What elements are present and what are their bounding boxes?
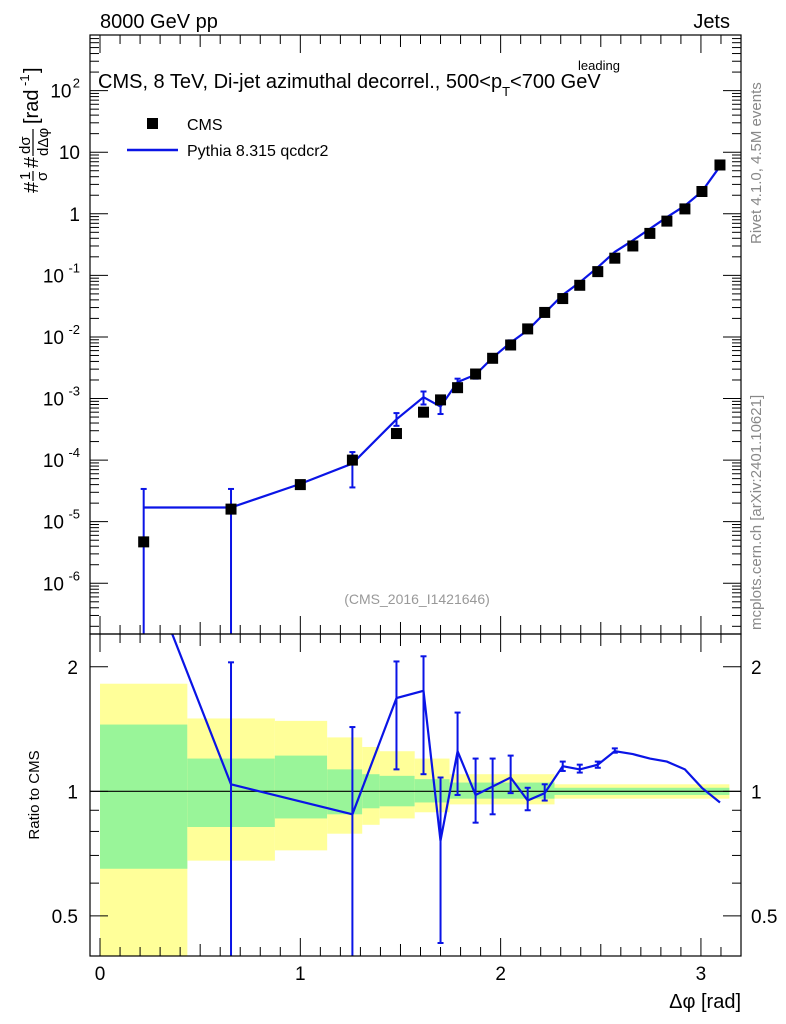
ratio-plot-frame [89,633,742,957]
legend-label-data: CMS [187,117,223,134]
band-inner-0 [100,724,188,869]
mcplots-label: mcplots.cern.ch [arXiv:2401.10621] [748,395,765,630]
svg-text:#: # [21,181,43,193]
svg-text:σ: σ [34,171,51,181]
plot-title-superscript: leading [578,58,620,73]
svg-text:dσ: dσ [17,136,34,154]
data-point [592,266,604,278]
legend-label-mc: Pythia 8.315 qcdcr2 [187,143,329,160]
ratio-ytick-label-left: 2 [67,658,78,679]
legend-marker-data [147,118,158,129]
ratio-xtick-label: 0 [95,964,106,985]
main-ytick-label-exp: 2 [73,76,80,91]
data-point [609,252,621,264]
ratio-ytick-label-left: 1 [67,782,78,803]
data-point [470,368,482,380]
data-point [418,406,430,418]
ratio-ytick-label-right: 2 [751,658,762,679]
x-axis-label: Δφ [rad] [669,991,741,1013]
main-ytick-label-exp: -1 [68,260,80,275]
main-y-axis-label: # 1 σ # dσ dΔφ [rad -1 ] [17,67,52,193]
data-point [522,323,534,335]
ratio-xtick-label: 2 [495,964,506,985]
main-ytick-label-base: 10 [50,82,71,103]
data-point [487,352,499,364]
band-inner-2 [274,755,328,819]
data-point [696,186,708,198]
data-point [679,203,691,215]
data-point [714,159,726,171]
ratio-ytick-label-right: 0.5 [751,907,777,928]
ratio-y-axis-label: Ratio to CMS [26,750,43,839]
main-ytick-label-base: 10 [43,390,64,411]
data-point [557,293,569,305]
data-point [505,339,517,351]
data-point [435,394,447,406]
mc-series-line [143,165,721,509]
data-point [346,454,358,466]
main-ytick-label-base: 10 [43,574,64,595]
ratio-xtick-label: 1 [295,964,306,985]
svg-text:]: ] [21,67,43,73]
data-point [294,479,306,491]
main-ytick-label-exp: -2 [68,322,80,337]
ratio-bands [100,683,730,956]
main-ytick-label-base: 10 [43,451,64,472]
main-ytick-label-exp: -3 [68,384,80,399]
ratio-series-line [171,634,721,841]
svg-text:dΔφ: dΔφ [35,128,52,156]
plot-title: CMS, 8 TeV, Di-jet azimuthal decorrel., … [98,71,601,99]
svg-text:#: # [21,156,43,168]
analysis-id: (CMS_2016_I1421646) [344,591,490,607]
svg-text:-1: -1 [17,74,32,86]
data-point [390,428,402,440]
data-point [661,215,673,227]
main-ytick-label-base: 10 [43,513,64,534]
main-ytick-label-exp: -4 [68,445,80,460]
main-ytick-label-base: 10 [43,328,64,349]
data-point [225,503,237,515]
rivet-label: Rivet 4.1.0, 4.5M events [748,82,765,244]
header-right: Jets [693,11,730,33]
main-ytick-label-exp: -5 [68,507,80,522]
data-point [644,227,656,239]
svg-text:[rad: [rad [21,90,43,124]
svg-text:1: 1 [17,172,34,180]
data-point [539,306,551,318]
main-ytick-label: 10 [59,143,80,164]
ratio-ytick-label-right: 1 [751,782,762,803]
main-ytick-label-exp: -6 [68,568,80,583]
data-point [138,536,150,548]
ratio-ytick-label-left: 0.5 [52,907,78,928]
ratio-plot-marks [90,634,741,956]
data-point [452,382,464,394]
main-plot-marks [138,159,726,634]
header-left: 8000 GeV pp [100,11,218,33]
ratio-xtick-label: 3 [696,964,707,985]
data-point [574,279,586,291]
data-point [627,240,639,252]
main-ytick-label-base: 10 [43,266,64,287]
main-ytick-label: 1 [69,205,80,226]
